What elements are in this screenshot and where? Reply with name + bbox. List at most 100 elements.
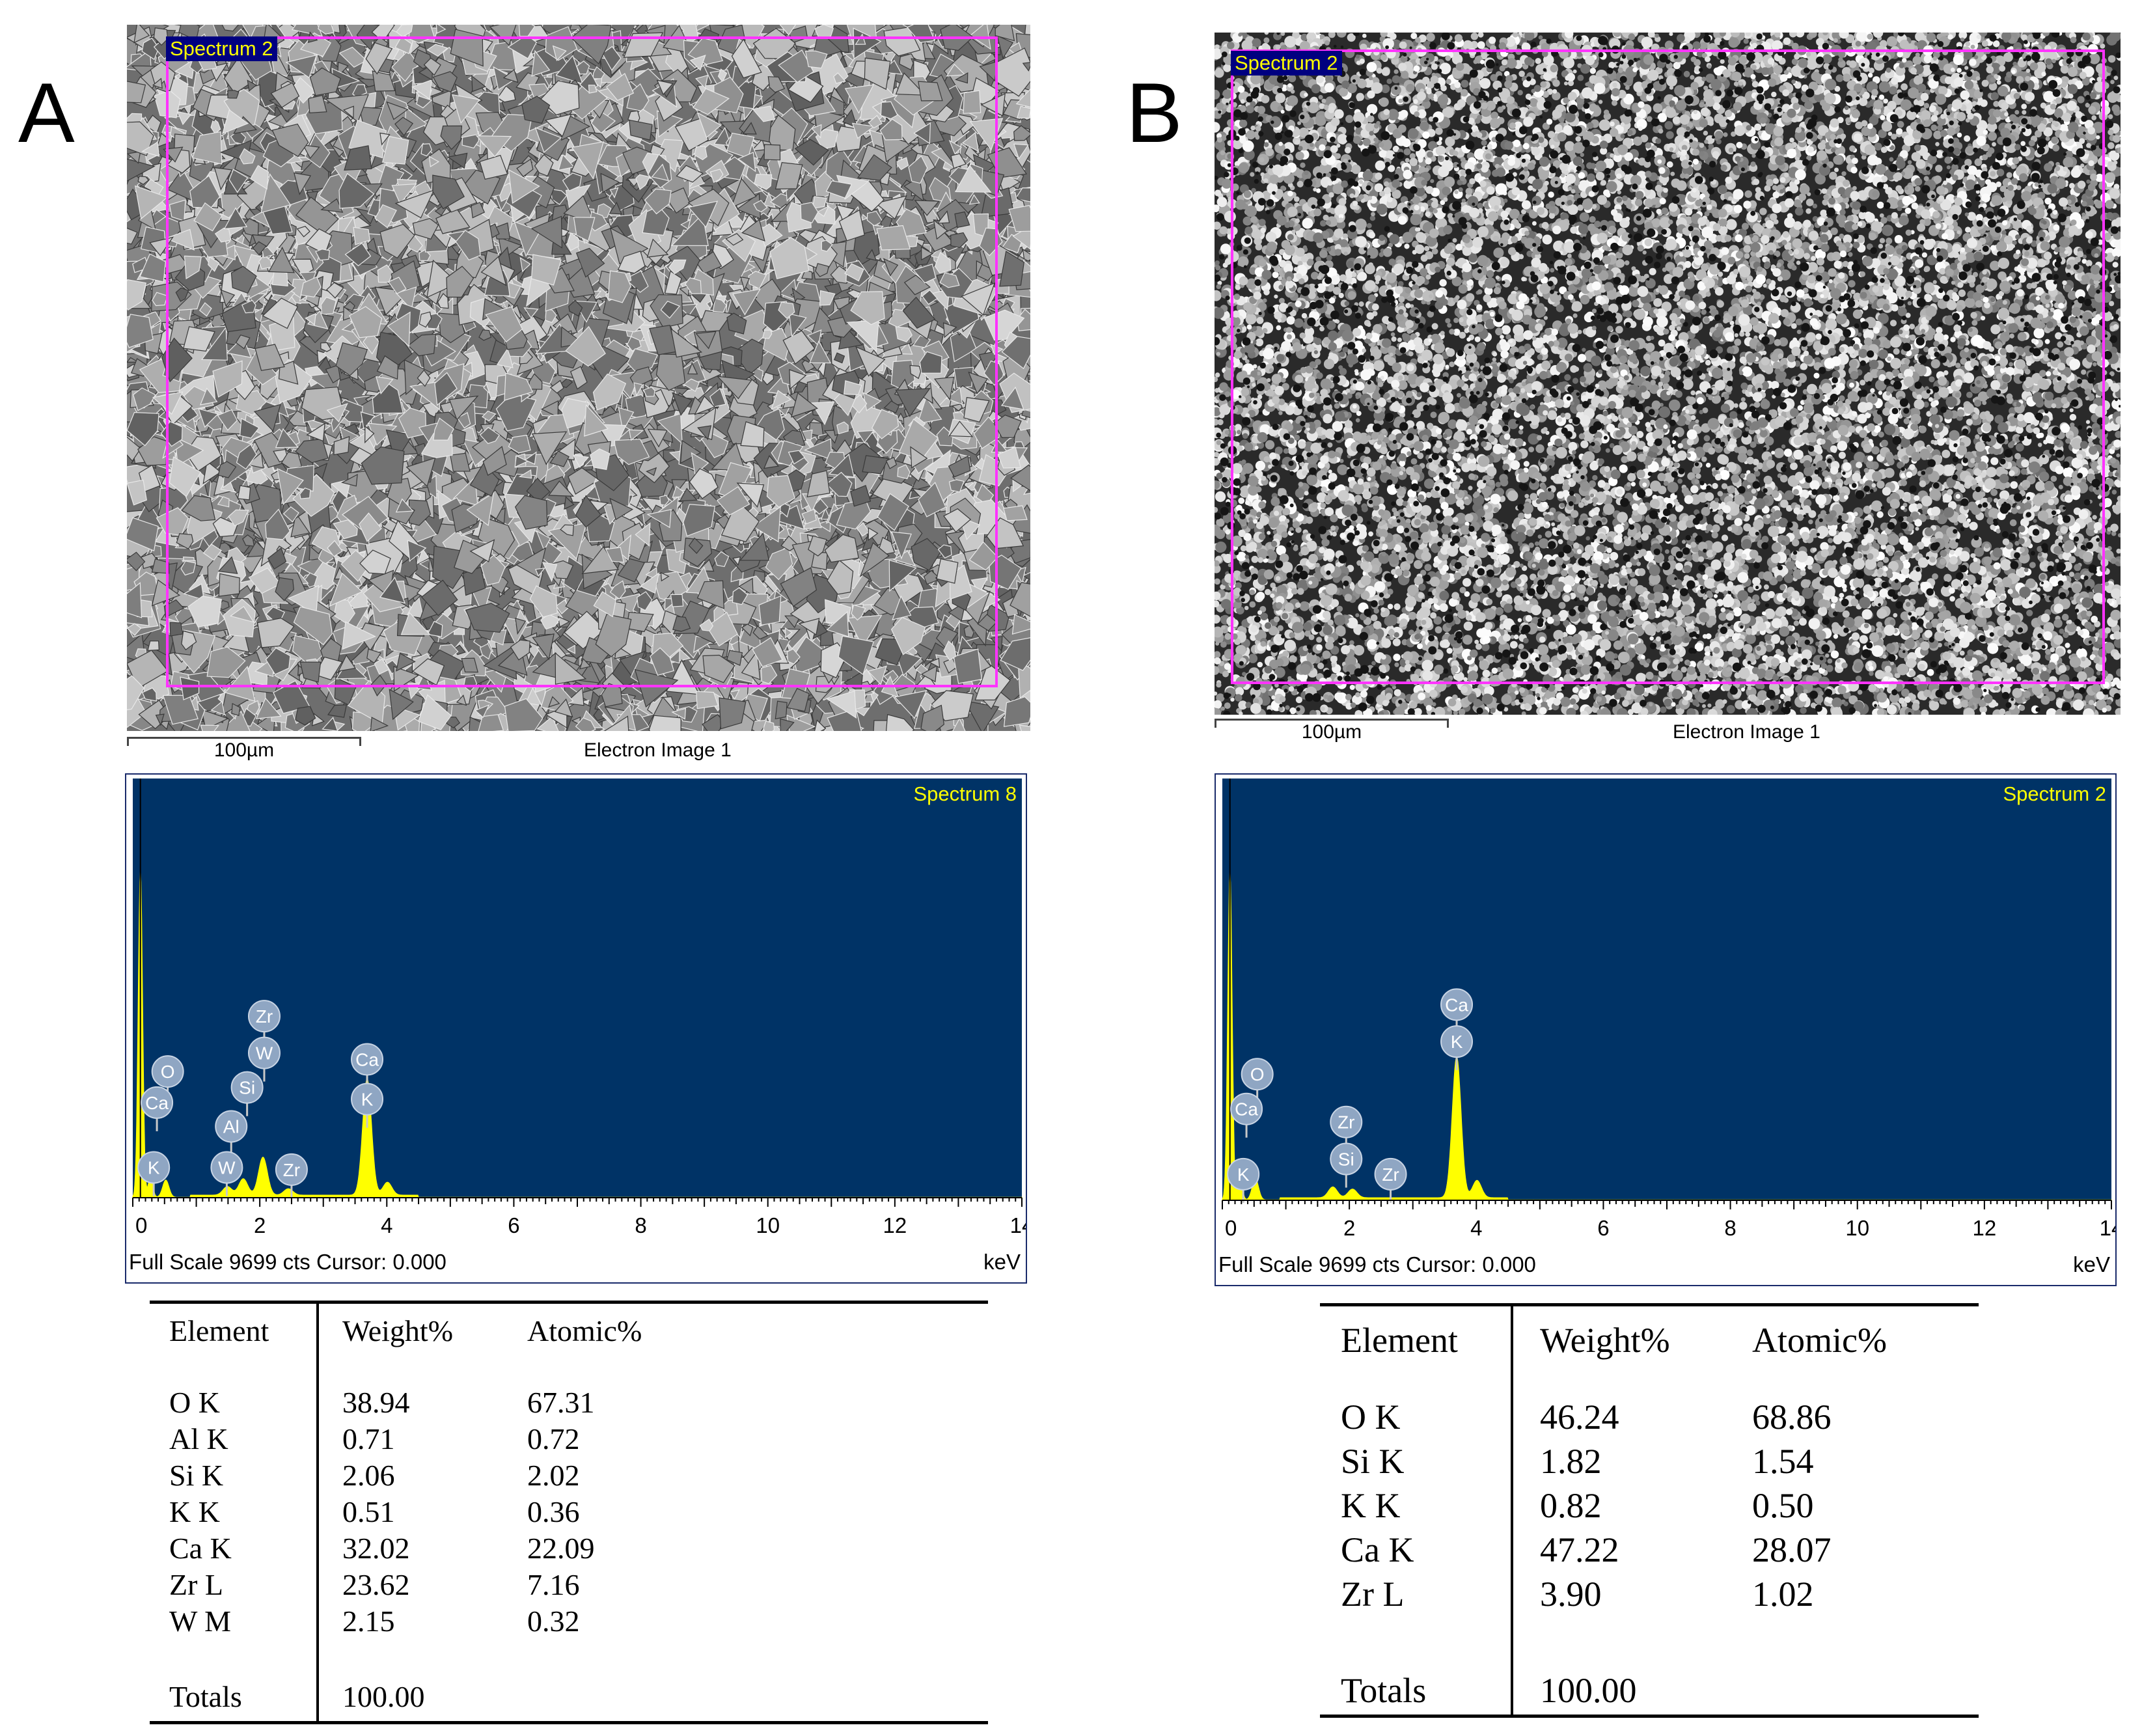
spectrum-title: Spectrum 2 — [2003, 782, 2106, 805]
peak-marker: W — [210, 1151, 243, 1196]
x-tick-label: 6 — [508, 1213, 519, 1237]
x-tick-label: 2 — [254, 1213, 266, 1237]
peak-marker: Ca — [351, 1043, 384, 1088]
table-header-cell: Weight% — [342, 1314, 453, 1348]
totals-value: 100.00 — [1540, 1670, 1637, 1711]
table-cell: K K — [1341, 1485, 1401, 1526]
selection-label-a: Spectrum 2 — [166, 36, 277, 61]
table-cell: 0.50 — [1752, 1485, 1814, 1526]
table-cell: 0.82 — [1540, 1485, 1602, 1526]
table-bottom-rule — [1320, 1715, 1979, 1718]
peak-marker-label: O — [161, 1062, 175, 1082]
peak-marker-label: Si — [239, 1078, 255, 1098]
peak-marker: Zr — [1374, 1157, 1407, 1203]
results-table-b: Element Weight% Atomic% O K 46.24 68.86 Si K 1.… — [1320, 1303, 1979, 1725]
table-cell: 46.24 — [1540, 1397, 1619, 1437]
panel-a-letter: A — [18, 70, 75, 155]
status-line: Full Scale 9699 cts Cursor: 0.000 — [1218, 1252, 1536, 1276]
table-cell: Ca K — [169, 1531, 232, 1565]
peak-marker-label: Zr — [1382, 1164, 1399, 1185]
table-top-rule — [1320, 1303, 1979, 1306]
table-header-cell: Atomic% — [1752, 1320, 1887, 1360]
scale-label-a: 100µm — [127, 739, 361, 762]
x-tick-label: 4 — [381, 1213, 392, 1237]
table-cell: 0.51 — [342, 1495, 395, 1529]
image-caption-a: Electron Image 1 — [584, 739, 732, 762]
peak-marker: Si — [230, 1071, 264, 1116]
x-tick-label: 2 — [1343, 1216, 1355, 1240]
table-cell: 28.07 — [1752, 1530, 1832, 1570]
table-column-rule — [1511, 1303, 1513, 1717]
table-cell: Si K — [1341, 1441, 1405, 1481]
plot-area — [133, 778, 1022, 1198]
table-cell: W M — [169, 1604, 231, 1638]
table-top-rule — [150, 1301, 988, 1304]
table-cell: 23.62 — [342, 1567, 410, 1602]
peak-marker-label: Zr — [256, 1006, 273, 1026]
table-cell: Zr L — [169, 1567, 223, 1602]
table-cell: Si K — [169, 1458, 223, 1493]
peak-marker-label: W — [218, 1158, 236, 1178]
peak-marker-label: Ca — [355, 1050, 379, 1070]
peak-marker-label: Ca — [145, 1093, 169, 1113]
sem-grain-layer — [1215, 33, 2121, 715]
table-cell: 0.71 — [342, 1422, 395, 1456]
scale-bar-a — [127, 737, 361, 746]
table-cell: O K — [169, 1385, 220, 1420]
totals-label: Totals — [1341, 1670, 1426, 1711]
table-cell: 0.36 — [527, 1495, 580, 1529]
x-tick-label: 10 — [1845, 1216, 1869, 1240]
table-cell: O K — [1341, 1397, 1401, 1437]
sem-image-b: Spectrum 2 — [1215, 33, 2121, 715]
table-cell: 3.90 — [1540, 1574, 1602, 1614]
table-cell: 22.09 — [527, 1531, 595, 1565]
peak-marker-label: W — [256, 1043, 273, 1064]
table-cell: 1.54 — [1752, 1441, 1814, 1481]
peak-marker: Al — [215, 1110, 248, 1155]
x-tick-label: 14 — [1010, 1213, 1026, 1237]
scale-label-b: 100µm — [1215, 721, 1449, 743]
x-tick-label: 4 — [1470, 1216, 1482, 1240]
table-cell: Zr L — [1341, 1574, 1404, 1614]
x-tick-label: 0 — [1225, 1216, 1237, 1240]
peak-marker: K — [137, 1151, 171, 1196]
eds-spectrum-b: O Ca K Zr Si Zr Ca K Spectrum 2 0 2 4 6 8 10 12 14 Full S… — [1215, 773, 2117, 1286]
x-tick-label: 0 — [135, 1213, 147, 1237]
x-tick-label: 14 — [2100, 1216, 2115, 1240]
peak-marker: K — [1227, 1157, 1260, 1203]
table-header-cell: Atomic% — [527, 1314, 642, 1348]
table-cell: 38.94 — [342, 1385, 410, 1420]
peak-marker: Ca — [1230, 1092, 1263, 1138]
peak-marker-label: Zr — [283, 1160, 300, 1180]
table-cell: 68.86 — [1752, 1397, 1832, 1437]
table-column-rule — [316, 1301, 319, 1724]
table-cell: 1.02 — [1752, 1574, 1814, 1614]
peak-marker: O — [151, 1055, 184, 1101]
table-cell: Ca K — [1341, 1530, 1414, 1570]
table-cell: 2.02 — [527, 1458, 580, 1493]
table-cell: 0.32 — [527, 1604, 580, 1638]
sem-image-a: Spectrum 2 — [127, 25, 1030, 731]
peak-marker-label: Ca — [1235, 1099, 1258, 1120]
peak-marker: O — [1241, 1058, 1274, 1103]
eds-chart-b: O Ca K Zr Si Zr Ca K Spectrum 2 0 2 4 6 8 10 12 14 Full S… — [1218, 778, 2115, 1276]
sem-texture-a — [127, 25, 1030, 731]
table-cell: 0.72 — [527, 1422, 580, 1456]
peak-marker: Zr — [275, 1153, 308, 1198]
x-tick-label: 12 — [1972, 1216, 1996, 1240]
table-cell: 7.16 — [527, 1567, 580, 1602]
x-tick-label: 10 — [756, 1213, 780, 1237]
sem-texture-b — [1215, 33, 2121, 715]
plot-area — [1222, 778, 2111, 1200]
results-table-a: Element Weight% Atomic% O K 38.94 67.31 Al K 0.… — [150, 1301, 988, 1730]
x-tick-label: 8 — [1724, 1216, 1736, 1240]
table-cell: 32.02 — [342, 1531, 410, 1565]
table-cell: 2.15 — [342, 1604, 395, 1638]
x-tick-label: 8 — [635, 1213, 646, 1237]
sem-grain-layer — [127, 25, 1030, 731]
peak-marker: K — [351, 1082, 384, 1128]
scale-bar-b — [1215, 719, 1449, 728]
table-cell: 1.82 — [1540, 1441, 1602, 1481]
x-tick-label: 6 — [1597, 1216, 1609, 1240]
